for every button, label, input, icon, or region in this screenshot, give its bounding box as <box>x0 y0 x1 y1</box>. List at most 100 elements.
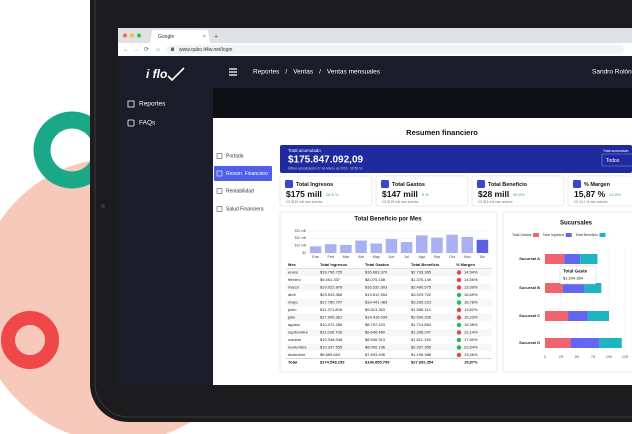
filter-value[interactable]: Todos <box>606 158 620 164</box>
tab-close[interactable]: × <box>203 34 206 40</box>
y-tick-label: Sucursal B <box>519 285 540 290</box>
tab-icon <box>216 188 223 194</box>
address-field[interactable] <box>166 45 624 54</box>
user-name[interactable]: Sandro Rolón <box>592 69 632 76</box>
table-cell: $2.733.365 <box>411 270 432 275</box>
window-button[interactable] <box>137 33 141 38</box>
bar-segment <box>580 254 598 264</box>
forward-button[interactable]: → <box>133 47 139 53</box>
table-cell: 16,38% <box>464 322 478 327</box>
browser-tab[interactable] <box>150 30 210 43</box>
kpi-compare: VS $150 mill mes anterior <box>286 200 323 204</box>
table-cell: $8.889.654 <box>320 352 341 357</box>
reports-icon <box>127 100 135 108</box>
tab[interactable]: Rentabilidad <box>226 188 254 194</box>
tab-title: Google <box>158 34 174 40</box>
kpi-card <box>471 175 565 207</box>
tooltip-value: $1.204.364 <box>563 276 584 281</box>
bar <box>446 234 458 253</box>
bar <box>309 246 322 253</box>
new-tab[interactable]: + <box>214 33 218 40</box>
decor-ring <box>1 311 59 369</box>
reload-button[interactable]: ⟳ <box>144 47 149 53</box>
logo-check <box>167 67 185 82</box>
margin-indicator <box>456 285 462 290</box>
table-cell: marzo <box>288 285 300 290</box>
tab[interactable]: Salud Financiera <box>226 206 264 212</box>
legend-swatch <box>599 233 606 237</box>
kpi-value: 15,87 % <box>574 189 606 199</box>
kpi-title: Total Beneficio <box>488 182 528 188</box>
table-cell: $3.929.702 <box>411 292 432 297</box>
legend-swatch <box>565 233 572 237</box>
x-tick-label: 0 <box>544 355 546 359</box>
table-cell: 17,50% <box>464 337 478 342</box>
window-button[interactable] <box>130 33 134 38</box>
back-button[interactable]: ← <box>123 47 129 53</box>
table-cell: octubre <box>288 337 302 342</box>
table-cell: $19.796.725 <box>320 270 343 275</box>
breadcrumb-item[interactable]: Ventas mensuales <box>327 69 381 76</box>
bar <box>400 242 413 253</box>
bar <box>355 240 367 253</box>
breadcrumb-item[interactable]: Reportes <box>253 69 280 76</box>
sidebar-item[interactable]: Reportes <box>139 101 166 108</box>
kpi-compare: VS $15 mill mes anterior <box>478 200 514 204</box>
tooltip <box>559 265 597 285</box>
table-cell: 13,09% <box>464 285 478 290</box>
table-cell: $1.811.135 <box>411 337 431 342</box>
x-tick-label: Feb <box>327 255 334 259</box>
kpi-card <box>567 175 632 207</box>
x-tick-label: Jul <box>404 255 409 259</box>
x-tick-label: Oct <box>449 255 456 259</box>
legend-swatch <box>532 233 539 237</box>
table-cell: $19.022.878 <box>320 285 343 290</box>
chart-title: Total Beneficio por Mes <box>354 217 422 223</box>
table-cell: $9.640.460 <box>365 330 386 335</box>
table-header: Total Gastos <box>365 262 390 267</box>
table-row-bg <box>286 268 492 277</box>
table-cell: $9.451.337 <box>320 277 341 282</box>
bar-segment <box>570 338 600 348</box>
tablet-edge <box>94 0 632 418</box>
kpi-compare: VS $135 mill mes anterior <box>382 200 419 204</box>
kpi-value: $147 mill <box>382 189 418 199</box>
bar <box>324 244 337 253</box>
table-cell: noviembre <box>288 345 307 350</box>
tab[interactable]: Portada <box>226 153 244 159</box>
table-cell: $7.693.406 <box>365 352 386 357</box>
y-tick-label: Sucursal C <box>519 313 540 318</box>
bar <box>461 236 474 253</box>
table-cell: $1.196.388 <box>411 352 432 357</box>
menu-button[interactable] <box>229 68 237 76</box>
table-cell: $8.757.423 <box>365 322 386 327</box>
table-cell: $10.472.286 <box>320 322 343 327</box>
bar-segment <box>587 311 609 321</box>
table-cell: 22,64% <box>464 345 478 350</box>
bar-segment <box>564 254 581 264</box>
window-button[interactable] <box>123 33 127 38</box>
header-band <box>213 88 632 118</box>
banner-updated: Última actualización 27 de Marzo de 2023… <box>288 165 363 170</box>
filter-select[interactable] <box>601 153 632 167</box>
tooltip-title: Total Gaste <box>563 269 588 274</box>
table-cell: 16,69% <box>464 292 478 297</box>
bar <box>370 243 383 253</box>
table-row-bg <box>286 298 492 307</box>
bar-segment <box>545 338 571 348</box>
logo[interactable]: i flo <box>146 67 167 81</box>
table-cell: $16.532.303 <box>365 285 388 290</box>
legend-label: Total Gastos <box>512 233 532 237</box>
breadcrumb-item: / <box>285 69 287 76</box>
margin-indicator <box>456 315 462 320</box>
x-tick-label: May <box>373 255 380 259</box>
margin-indicator <box>456 330 462 335</box>
total-banner <box>280 145 632 173</box>
legend-label: Total Ingresos <box>542 233 564 237</box>
table-cell: $16.663.370 <box>365 270 388 275</box>
tab[interactable]: Resum. Financiero <box>226 171 268 177</box>
home-button[interactable]: ⌂ <box>156 47 160 53</box>
sidebar-item[interactable]: FAQs <box>139 120 156 127</box>
breadcrumb-item[interactable]: Ventas <box>293 69 314 76</box>
table-cell: $10.348.048 <box>320 337 343 342</box>
